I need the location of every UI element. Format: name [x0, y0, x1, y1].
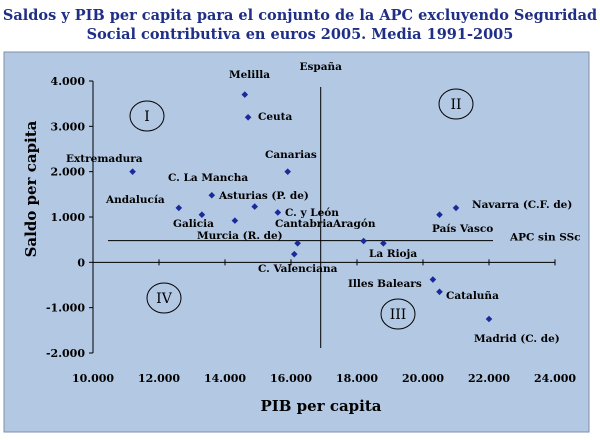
- y-axis-title: Saldo per capita: [22, 120, 40, 257]
- point-labels: Melilla Ceuta Extremadura Canarias C. La Man…: [66, 69, 572, 345]
- data-point-label: País Vasco: [432, 223, 493, 235]
- data-point-label: Galicia: [173, 218, 214, 230]
- x-tick-label: 16.000: [270, 372, 312, 385]
- data-point: [429, 276, 437, 283]
- data-point: [244, 113, 252, 121]
- x-tick-label: 22.000: [468, 372, 510, 385]
- data-point-label: Aragón: [332, 218, 376, 230]
- quadrant-II: II: [438, 88, 474, 120]
- data-point-label: C. y León: [285, 207, 339, 219]
- data-point-label: Murcia (R. de): [197, 230, 283, 242]
- data-point: [485, 315, 493, 323]
- data-point-label: Cataluña: [446, 290, 499, 302]
- data-point-label: Ceuta: [258, 111, 293, 123]
- data-point: [294, 239, 301, 247]
- quadrant-label: IV: [156, 291, 173, 307]
- data-point-label: Cantabria: [275, 218, 333, 230]
- quadrant-label: II: [450, 97, 461, 113]
- data-point-label: Andalucía: [105, 194, 165, 206]
- quadrant-label: III: [390, 307, 407, 323]
- x-tick-label: 18.000: [336, 372, 378, 385]
- chart-title: Saldos y PIB per capita para el conjunto…: [0, 6, 600, 44]
- quadrant-circle: [146, 282, 182, 314]
- data-point-label: C. Valenciana: [258, 263, 338, 275]
- data-point-label: Illes Balears: [348, 278, 422, 290]
- quadrant-I: I: [129, 100, 165, 132]
- quadrant-circle: [129, 100, 165, 132]
- x-tick-label: 14.000: [204, 372, 246, 385]
- data-point: [241, 91, 249, 98]
- axes: 4.000 3.000 2.000 1.000 0 -1.000 -2.000 10.000 1…: [46, 75, 576, 385]
- y-tick-label: 1.000: [51, 211, 86, 224]
- data-point-label: Madrid (C. de): [474, 333, 560, 345]
- y-tick-label: 3.000: [51, 120, 86, 133]
- data-point: [452, 204, 460, 212]
- data-point-label: Melilla: [229, 69, 270, 81]
- data-point: [291, 250, 298, 258]
- data-point: [175, 204, 183, 212]
- data-point-label: Canarias: [265, 149, 317, 161]
- data-point: [208, 191, 216, 199]
- x-tick-label: 20.000: [402, 372, 444, 385]
- data-point-label: Extremadura: [66, 153, 143, 165]
- espana-reference-label: España: [299, 61, 342, 73]
- data-point: [251, 203, 258, 210]
- data-point-label: Asturias (P. de): [218, 190, 309, 202]
- y-tick-label: 4.000: [51, 75, 86, 88]
- data-point: [129, 168, 136, 175]
- y-tick-label: 2.000: [51, 166, 86, 179]
- y-tick-label: -1.000: [46, 302, 85, 315]
- data-point: [436, 288, 443, 296]
- data-point: [360, 237, 367, 245]
- quadrant-circle: [380, 298, 416, 330]
- x-axis-title: PIB per capita: [260, 397, 381, 415]
- chart-title-line-1: Saldos y PIB per capita para el conjunto…: [2, 7, 598, 24]
- x-tick-label: 24.000: [534, 372, 576, 385]
- chart-title-line-2: Social contributiva en euros 2005. Media…: [86, 26, 514, 43]
- data-point-label: Navarra (C.F. de): [472, 199, 572, 211]
- data-point: [380, 239, 387, 247]
- y-tick-label: 0: [77, 256, 85, 269]
- reference-lines: España APC sin SSc: [108, 61, 581, 348]
- data-point: [198, 211, 206, 219]
- x-tick-label: 12.000: [138, 372, 180, 385]
- data-point-label: C. La Mancha: [168, 172, 248, 184]
- quadrant-circle: [438, 88, 474, 120]
- quadrant-III: III: [380, 298, 416, 330]
- x-tick-label: 10.000: [72, 372, 114, 385]
- apc-reference-label: APC sin SSc: [509, 232, 581, 244]
- data-point: [284, 168, 291, 175]
- data-point: [274, 209, 282, 216]
- data-point: [231, 217, 239, 224]
- quadrant-IV: IV: [146, 282, 182, 314]
- data-point-label: La Rioja: [369, 248, 417, 260]
- quadrant-label: I: [144, 109, 150, 125]
- data-point: [436, 211, 443, 219]
- y-tick-label: -2.000: [46, 347, 85, 360]
- data-points: [129, 91, 493, 323]
